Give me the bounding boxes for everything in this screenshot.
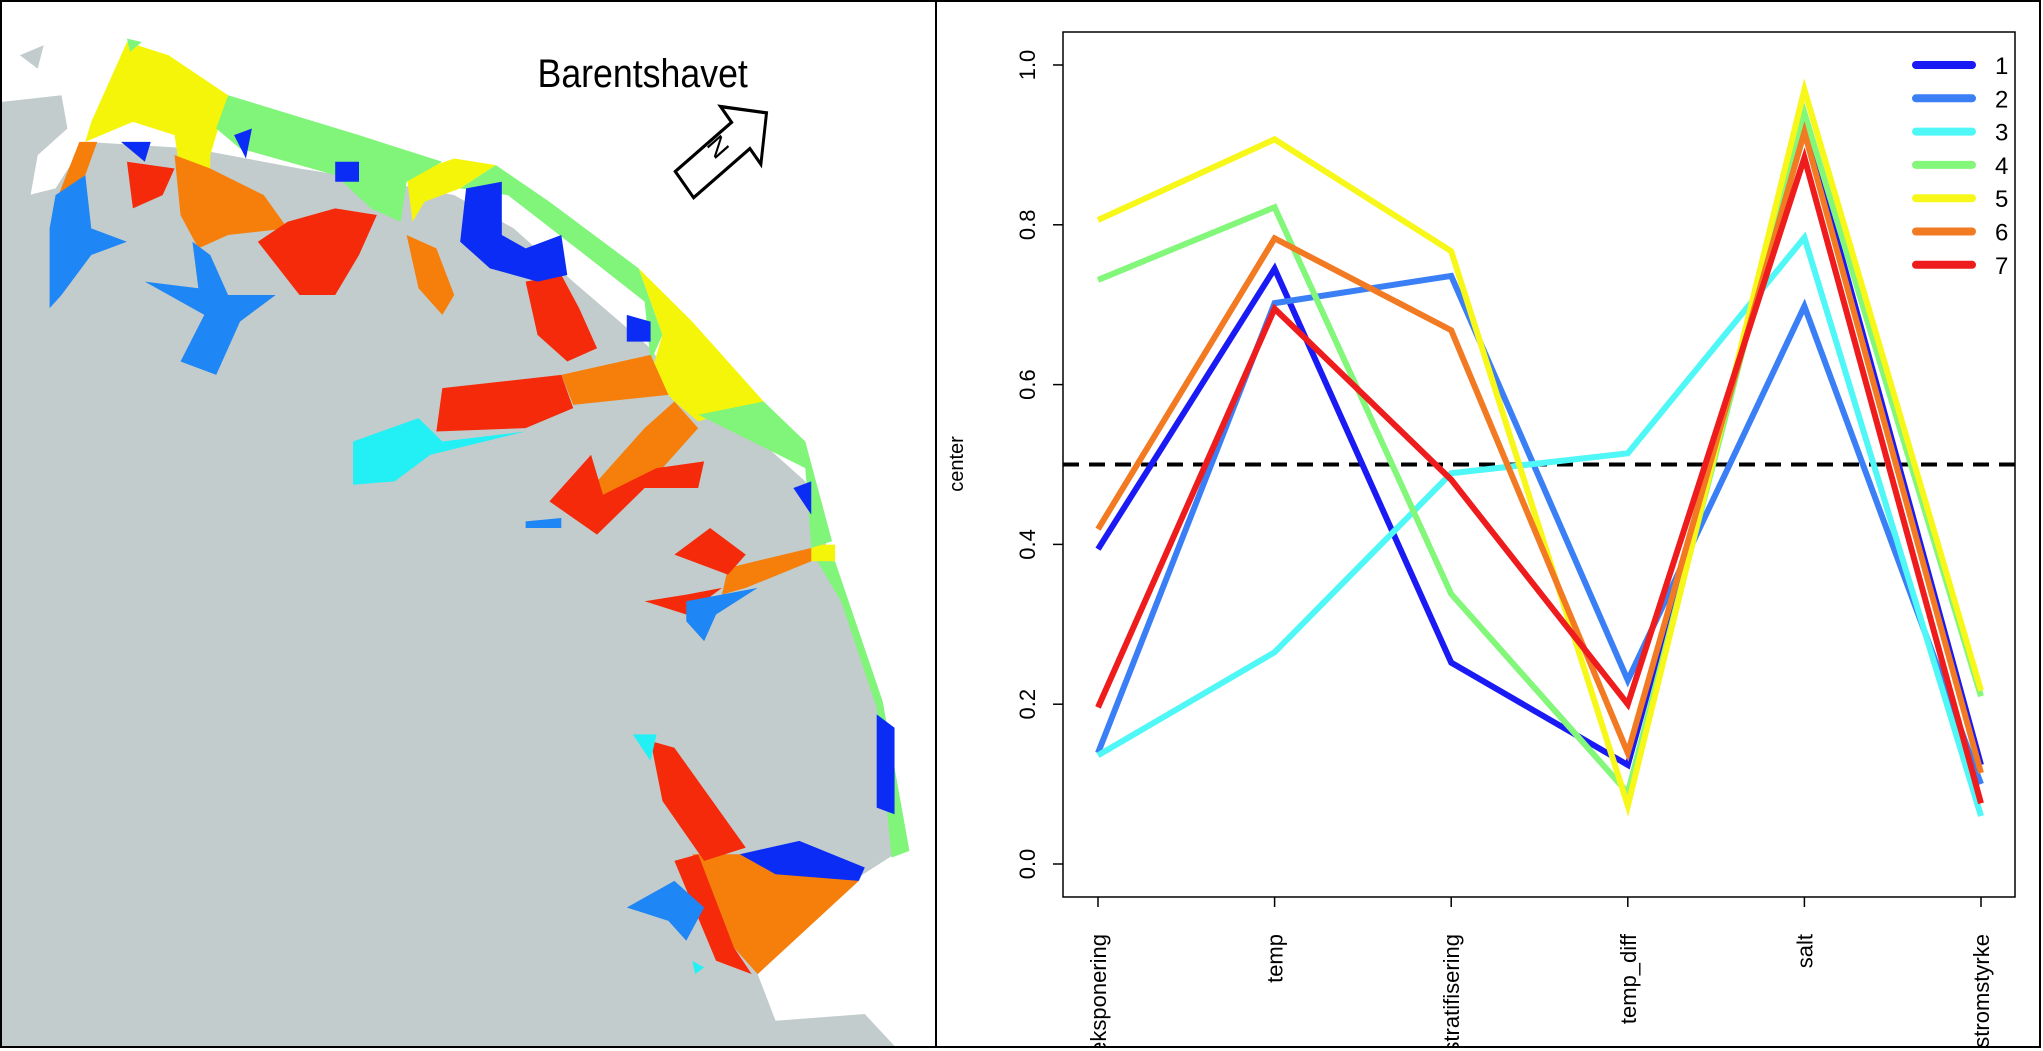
cluster-1-area (626, 314, 651, 342)
cluster-6-area (58, 141, 98, 196)
y-tick-label: 0.4 (1015, 529, 1040, 560)
line-chart: center 0.0 0.2 0.4 0.6 0.8 1.0 eksponering tem… (946, 31, 2016, 1051)
cluster-6-area (174, 155, 288, 249)
x-tick-label: salt (1792, 934, 1817, 968)
cluster-5-area (406, 158, 496, 222)
x-tick-label: stratifisering (1439, 934, 1464, 1046)
cluster-3-area (632, 734, 657, 762)
cluster-6-area (597, 401, 699, 495)
land-mass (2, 141, 895, 1047)
y-axis-label: center (946, 436, 968, 492)
cluster-1-area (121, 141, 151, 162)
cluster-1-area (335, 161, 360, 182)
x-tick-label: eksponering (1086, 934, 1111, 1046)
land-mass (19, 45, 44, 69)
x-tick-label: temp_diff (1616, 933, 1641, 1024)
cluster-1-area (460, 181, 568, 282)
cluster-6-area (721, 547, 812, 595)
chart-panel: center 0.0 0.2 0.4 0.6 0.8 1.0 eksponering tem… (935, 0, 2041, 1051)
legend-label-4: 4 (1995, 153, 2008, 180)
series-5-line (1096, 78, 1984, 817)
cluster-1-area (739, 840, 865, 881)
series-1-line (1095, 109, 1984, 770)
cluster-2-area (144, 241, 276, 375)
cluster-5-area (85, 41, 229, 189)
series-4-line (1096, 101, 1984, 800)
cluster-2-area (626, 880, 705, 941)
legend-label-6: 6 (1995, 220, 2008, 247)
series-3-line (1096, 231, 1984, 817)
series-7-line (1095, 147, 1984, 805)
cluster-1-area (793, 481, 812, 515)
map-panel: Barentshavet N (0, 0, 937, 1048)
cluster-4-area (216, 95, 443, 222)
cluster-4-area (460, 165, 663, 362)
y-tick-label: 1.0 (1015, 50, 1040, 81)
y-tick-label: 0.0 (1015, 849, 1040, 880)
legend-label-3: 3 (1995, 120, 2008, 147)
x-tick-label: stromstyrke (1969, 934, 1994, 1046)
series-6-line (1095, 120, 1984, 774)
cluster-7-area (525, 274, 598, 362)
cluster-4-area (126, 38, 142, 52)
cluster-7-area (650, 741, 746, 861)
cluster-2-area (686, 587, 758, 642)
cluster-6-area (561, 354, 669, 405)
legend: 1 2 3 4 5 6 7 (1912, 53, 2008, 280)
legend-label-5: 5 (1995, 186, 2008, 213)
cluster-6-area (692, 854, 859, 975)
cluster-7-area (126, 161, 175, 209)
land-mass (2, 95, 68, 222)
cluster-4-area (698, 401, 833, 548)
cluster-7-area (674, 854, 752, 975)
coastal-map: Barentshavet N (2, 2, 935, 1047)
cluster-3-area (692, 960, 705, 975)
cluster-2-area (49, 175, 127, 309)
legend-label-1: 1 (1995, 53, 2008, 80)
cluster-5-area (638, 268, 764, 422)
y-tick-label: 0.8 (1015, 210, 1040, 241)
cluster-6-area (406, 235, 455, 315)
legend-label-2: 2 (1995, 86, 2008, 113)
cluster-7-area (257, 208, 377, 295)
cluster-5-area (811, 544, 836, 562)
cluster-3-area (353, 418, 526, 485)
sea-label: Barentshavet (538, 52, 749, 96)
cluster-7-area (436, 374, 574, 432)
cluster-7-area (644, 587, 722, 615)
y-tick-label: 0.2 (1015, 689, 1040, 720)
x-tick-label: temp (1263, 934, 1288, 983)
y-tick-label: 0.6 (1015, 369, 1040, 400)
cluster-2-area (525, 518, 562, 528)
cluster-1-area (876, 714, 895, 815)
cluster-7-area (549, 454, 705, 535)
legend-label-7: 7 (1995, 253, 2008, 280)
cluster-7-area (674, 527, 746, 575)
